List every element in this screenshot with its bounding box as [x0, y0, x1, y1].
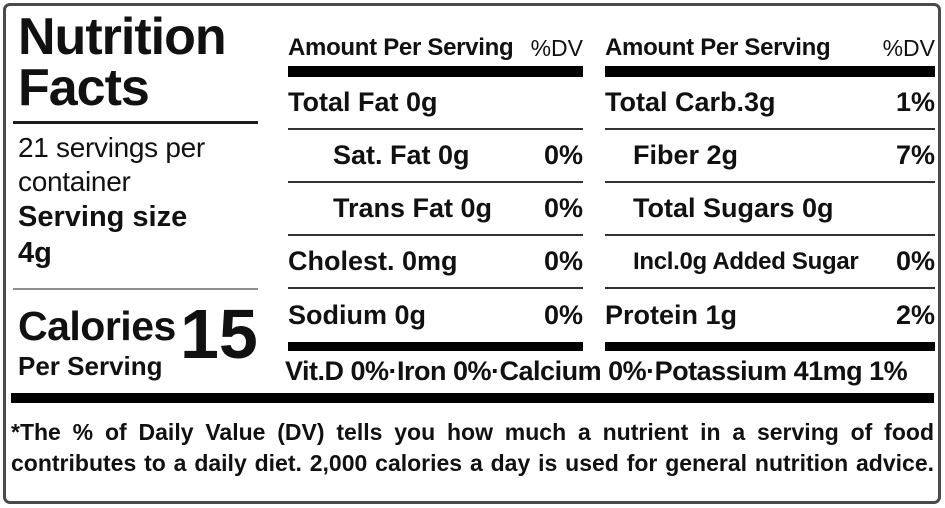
column-bottom-bar [605, 342, 935, 351]
nutrient-row-total-fat: Total Fat 0g [288, 77, 583, 130]
column-fats-header: Amount Per Serving %DV [288, 32, 583, 62]
label-title: Nutrition Facts [18, 8, 227, 117]
nutrient-row-cholesterol: Cholest. 0mg 0% [288, 236, 583, 289]
daily-value-footnote: *The % of Daily Value (DV) tells you how… [11, 417, 934, 479]
serving-size-value: 4g [18, 237, 52, 269]
column-fats-rows: Total Fat 0g Sat. Fat 0g 0% Trans Fat 0g… [288, 77, 583, 342]
nutrient-name: Fiber 2g [633, 140, 739, 170]
nutrient-dv: 0% [543, 300, 583, 330]
title-line-2: Facts [18, 59, 150, 117]
amount-per-serving-label: Amount Per Serving [288, 34, 514, 61]
nutrient-name: Cholest. 0mg [288, 246, 458, 276]
column-fats: Amount Per Serving %DV Total Fat 0g Sat.… [288, 32, 583, 351]
percent-dv-label: %DV [882, 35, 935, 61]
nutrient-row-total-carb: Total Carb.3g 1% [605, 77, 935, 130]
footnote-divider-bar [11, 393, 934, 403]
column-carbs: Amount Per Serving %DV Total Carb.3g 1% … [605, 32, 935, 351]
nutrient-dv: 0% [543, 140, 583, 170]
nutrient-name: Total Sugars 0g [633, 193, 834, 223]
nutrient-dv: 1% [895, 87, 935, 117]
amount-per-serving-label: Amount Per Serving [605, 34, 831, 61]
calories-sublabel: Per Serving [18, 351, 163, 381]
title-line-1: Nutrition [18, 8, 227, 66]
nutrient-name: Incl.0g Added Sugar [633, 247, 859, 275]
serving-size-label: Serving size [18, 201, 188, 233]
nutrient-dv: 7% [895, 140, 935, 170]
calories-label: Calories [18, 303, 176, 349]
nutrient-dv: 0% [543, 246, 583, 276]
nutrient-name: Sat. Fat 0g [333, 140, 470, 170]
serving-size-divider [13, 288, 258, 290]
nutrient-row-trans-fat: Trans Fat 0g 0% [288, 183, 583, 236]
nutrient-name: Protein 1g [605, 300, 738, 330]
nutrient-dv: 0% [895, 246, 935, 276]
nutrient-row-protein: Protein 1g 2% [605, 289, 935, 342]
nutrient-name: Total Carb.3g [605, 87, 776, 117]
nutrient-row-added-sugar: Incl.0g Added Sugar 0% [605, 236, 935, 289]
percent-dv-label: %DV [530, 35, 583, 61]
nutrient-row-total-sugars: Total Sugars 0g [605, 183, 935, 236]
nutrient-row-sat-fat: Sat. Fat 0g 0% [288, 130, 583, 183]
column-carbs-header: Amount Per Serving %DV [605, 32, 935, 62]
micronutrients-line: Vit.D 0%·Iron 0%·Calcium 0%·Potassium 41… [285, 356, 908, 386]
nutrient-name: Total Fat 0g [288, 87, 438, 117]
header-bar [288, 66, 583, 77]
calories-value: 15 [180, 295, 258, 373]
nutrient-row-sodium: Sodium 0g 0% [288, 289, 583, 342]
nutrient-dv: 2% [895, 300, 935, 330]
footnote-line-2: contributes to a daily diet. 2,000 calor… [11, 450, 934, 476]
title-divider [13, 121, 258, 124]
nutrient-row-fiber: Fiber 2g 7% [605, 130, 935, 183]
header-bar [605, 66, 935, 77]
column-carbs-rows: Total Carb.3g 1% Fiber 2g 7% Total Sugar… [605, 77, 935, 342]
nutrient-dv: 0% [543, 193, 583, 223]
column-bottom-bar [288, 342, 583, 351]
footnote-line-1: *The % of Daily Value (DV) tells you how… [11, 419, 934, 445]
nutrient-name: Trans Fat 0g [333, 193, 493, 223]
nutrient-name: Sodium 0g [288, 300, 427, 330]
servings-per-container: 21 servings per container [18, 132, 205, 197]
